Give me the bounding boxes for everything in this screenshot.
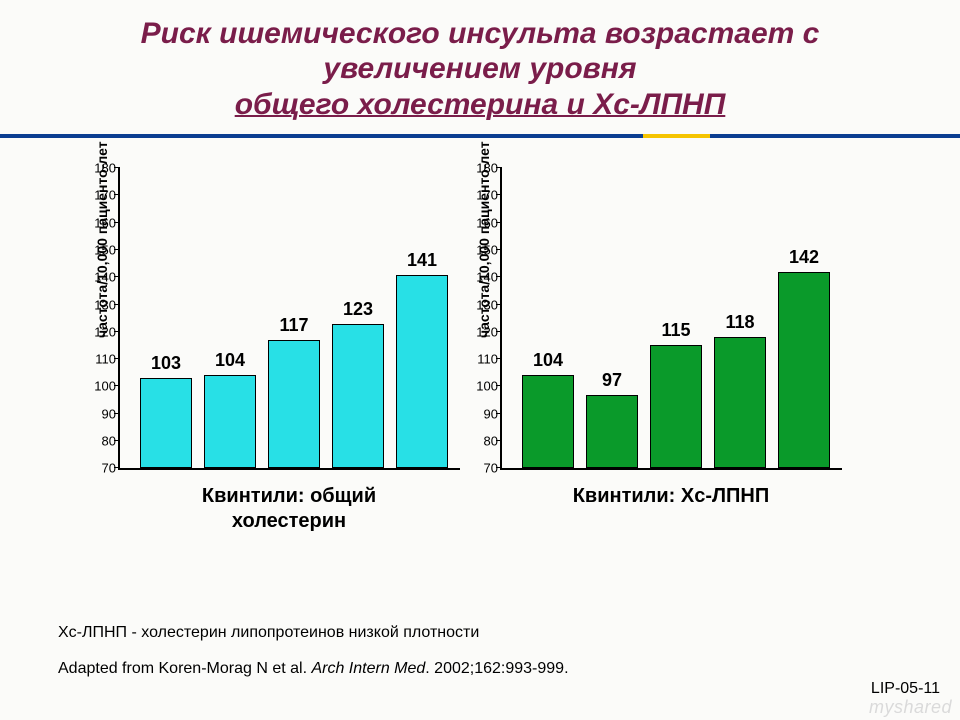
bar: 142: [778, 272, 830, 468]
y-tick-label: 80: [102, 433, 120, 448]
title-line-2: увеличением уровня: [30, 51, 930, 86]
y-tick: [496, 194, 502, 195]
bar: 123: [332, 324, 384, 469]
bar-value-label: 115: [651, 320, 701, 341]
y-tick-label: 180: [476, 161, 502, 176]
bar-value-label: 103: [141, 353, 191, 374]
y-tick-label: 70: [484, 461, 502, 476]
y-tick-label: 150: [476, 243, 502, 258]
y-tick-label: 130: [476, 297, 502, 312]
bar: 141: [396, 275, 448, 469]
y-tick: [114, 385, 120, 386]
chart-right: частота/10,000 пациенто-лет 708090100110…: [500, 168, 842, 534]
footnote: Хс-ЛПНП - холестерин липопротеинов низко…: [58, 624, 479, 642]
y-tick: [114, 167, 120, 168]
chart-right-plot: 7080901001101201301401501601701801049711…: [500, 168, 842, 470]
charts-container: частота/10,000 пациенто-лет 708090100110…: [0, 168, 960, 534]
y-tick: [114, 304, 120, 305]
y-tick-label: 180: [94, 161, 120, 176]
y-tick-label: 120: [476, 324, 502, 339]
y-tick: [496, 222, 502, 223]
y-tick-label: 160: [94, 215, 120, 230]
y-tick: [496, 167, 502, 168]
y-tick-label: 130: [94, 297, 120, 312]
y-tick-label: 140: [476, 270, 502, 285]
bar: 118: [714, 337, 766, 468]
y-tick-label: 70: [102, 461, 120, 476]
y-tick: [496, 467, 502, 468]
title-line-1: Риск ишемического инсульта возрастает с: [30, 16, 930, 51]
y-tick-label: 170: [476, 188, 502, 203]
y-tick-label: 80: [484, 433, 502, 448]
y-tick: [114, 413, 120, 414]
y-tick: [496, 276, 502, 277]
bar: 117: [268, 340, 320, 468]
bar-value-label: 104: [523, 350, 573, 371]
citation-prefix: Adapted from Koren-Morag N et al.: [58, 660, 311, 677]
y-tick: [114, 467, 120, 468]
y-tick-label: 120: [94, 324, 120, 339]
y-tick: [496, 358, 502, 359]
accent-segment: [0, 134, 643, 138]
y-tick: [114, 358, 120, 359]
bar: 104: [204, 375, 256, 468]
bar-value-label: 97: [587, 370, 637, 391]
y-tick: [114, 276, 120, 277]
citation-suffix: . 2002;162:993-999.: [425, 660, 568, 677]
y-tick-label: 110: [477, 352, 502, 367]
chart-left-title: Квинтили: общийхолестерин: [118, 484, 460, 534]
y-tick: [496, 331, 502, 332]
y-tick-label: 170: [94, 188, 120, 203]
bar: 115: [650, 345, 702, 468]
slide-title: Риск ишемического инсульта возрастает с …: [0, 0, 960, 126]
slide-code: LIP-05-11: [871, 680, 940, 698]
bar-value-label: 123: [333, 299, 383, 320]
title-line-3: общего холестерина и Хс-ЛПНП: [30, 87, 930, 122]
y-tick-label: 90: [102, 406, 120, 421]
y-tick-label: 90: [484, 406, 502, 421]
y-tick: [114, 249, 120, 250]
bar-value-label: 118: [715, 312, 765, 333]
accent-segment: [710, 134, 960, 138]
chart-right-title: Квинтили: Хс-ЛПНП: [500, 484, 842, 509]
accent-divider: [0, 134, 960, 138]
y-tick: [496, 249, 502, 250]
y-tick: [496, 413, 502, 414]
accent-segment: [643, 134, 710, 138]
chart-left-plot: 7080901001101201301401501601701801031041…: [118, 168, 460, 470]
bar-value-label: 142: [779, 247, 829, 268]
y-tick: [114, 222, 120, 223]
y-tick: [496, 304, 502, 305]
y-tick: [114, 331, 120, 332]
y-tick: [114, 194, 120, 195]
y-tick-label: 160: [476, 215, 502, 230]
bar-value-label: 141: [397, 250, 447, 271]
chart-left: частота/10,000 пациенто-лет 708090100110…: [118, 168, 460, 534]
y-tick-label: 110: [95, 352, 120, 367]
citation-journal: Arch Intern Med: [311, 660, 425, 677]
bar: 97: [586, 395, 638, 469]
y-tick-label: 150: [94, 243, 120, 258]
citation: Adapted from Koren-Morag N et al. Arch I…: [58, 660, 569, 678]
y-tick-label: 100: [94, 379, 120, 394]
bar: 104: [522, 375, 574, 468]
y-tick-label: 140: [94, 270, 120, 285]
y-tick: [496, 385, 502, 386]
y-tick: [114, 440, 120, 441]
y-tick-label: 100: [476, 379, 502, 394]
y-tick: [496, 440, 502, 441]
bar: 103: [140, 378, 192, 468]
bar-value-label: 104: [205, 350, 255, 371]
watermark: myshared: [869, 697, 952, 718]
bar-value-label: 117: [269, 315, 319, 336]
